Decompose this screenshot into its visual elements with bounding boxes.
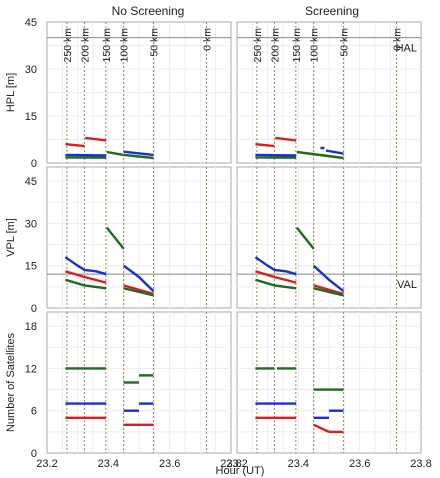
- y-tick-label: 0: [31, 448, 37, 460]
- distance-marker-label: 150 km: [291, 28, 303, 63]
- series-green-segment: [313, 287, 344, 297]
- distance-marker-label: 50 km: [338, 28, 350, 57]
- x-tick-label: 23.6: [349, 458, 370, 470]
- series-green-segment: [106, 150, 124, 157]
- x-tick-label: 23.2: [226, 458, 247, 470]
- series-red-segment: [123, 284, 154, 296]
- y-tick-label: 15: [25, 111, 37, 123]
- series-red-segment: [275, 136, 297, 142]
- alert-limit-label: VAL: [397, 279, 417, 291]
- series-blue-segment: [312, 264, 345, 293]
- distance-marker-label: 200 km: [269, 28, 281, 63]
- distance-marker-label: 150 km: [101, 28, 113, 63]
- y-axis-label-2: VPL [m]: [5, 218, 17, 257]
- x-tick-label: 23.8: [410, 458, 431, 470]
- series-blue-segment: [255, 153, 297, 157]
- series-green-segment: [295, 226, 315, 250]
- x-tick-label: 23.4: [98, 458, 119, 470]
- panel-3-no-screening: 23.2 23.4 23.6 23.8: [36, 311, 242, 470]
- distance-marker-label: 0 km: [201, 28, 213, 51]
- distance-marker-label: 0 km: [391, 28, 403, 51]
- distance-marker-label: 100 km: [309, 28, 321, 63]
- y-tick-label: 18: [25, 321, 37, 333]
- panel-2-screening: VAL: [236, 166, 422, 309]
- distance-marker-label: 250 km: [62, 28, 74, 63]
- series-blue-segment: [64, 256, 107, 276]
- series-blue-segment: [123, 150, 154, 157]
- x-tick-label: 23.6: [159, 458, 180, 470]
- series-blue-segment: [122, 264, 155, 292]
- series-red-segment: [65, 143, 85, 148]
- x-tick-label: 23.4: [288, 458, 309, 470]
- series-red-segment: [255, 270, 297, 284]
- panel-1-no-screening: 250 km 200 km 150 km 100 km 50 km 0 km: [46, 21, 232, 164]
- series-red-segment: [313, 423, 330, 433]
- alert-limit-label: HAL: [396, 43, 417, 55]
- y-tick-label: 30: [25, 64, 37, 76]
- y-tick-label: 45: [25, 17, 37, 29]
- y-tick-label: 0: [31, 158, 37, 170]
- panel-2-no-screening: [46, 166, 232, 309]
- series-green-segment: [123, 153, 154, 160]
- panel-3-screening: 23.2 23.4 23.6 23.8: [226, 311, 432, 470]
- y-tick-label: 12: [25, 363, 37, 375]
- series-red-segment: [313, 284, 344, 296]
- column-title-no-screening: No Screening: [112, 4, 185, 18]
- series-green-segment: [296, 150, 344, 160]
- series-red-segment: [65, 270, 107, 284]
- series-blue-segment: [65, 153, 107, 157]
- series-blue-segment: [254, 256, 297, 276]
- series-green-segment: [123, 287, 154, 297]
- series-red-segment: [255, 143, 275, 148]
- distance-marker-label: 250 km: [252, 28, 264, 63]
- y-tick-label: 30: [25, 218, 37, 230]
- y-tick-label: 15: [25, 261, 37, 273]
- y-axis-label-3: Number of Satellites: [5, 332, 17, 432]
- x-axis-label: Hour (UT): [216, 465, 265, 477]
- column-title-screening: Screening: [305, 4, 359, 18]
- distance-marker-label: 200 km: [79, 28, 91, 63]
- x-tick-label: 23.2: [36, 458, 57, 470]
- series-green-segment: [65, 278, 107, 290]
- y-tick-label: 0: [31, 303, 37, 315]
- y-axis-label-1: HPL [m]: [5, 73, 17, 112]
- y-tick-label: 6: [31, 406, 37, 418]
- distance-marker-label: 100 km: [119, 28, 131, 63]
- x-tick-label: 23.8: [220, 458, 241, 470]
- y-tick-label: 45: [25, 176, 37, 188]
- series-red-segment: [85, 136, 107, 142]
- series-green-segment: [255, 278, 297, 290]
- series-blue-segment: [325, 149, 344, 155]
- series-green-segment: [105, 226, 125, 250]
- distance-marker-label: 50 km: [148, 28, 160, 57]
